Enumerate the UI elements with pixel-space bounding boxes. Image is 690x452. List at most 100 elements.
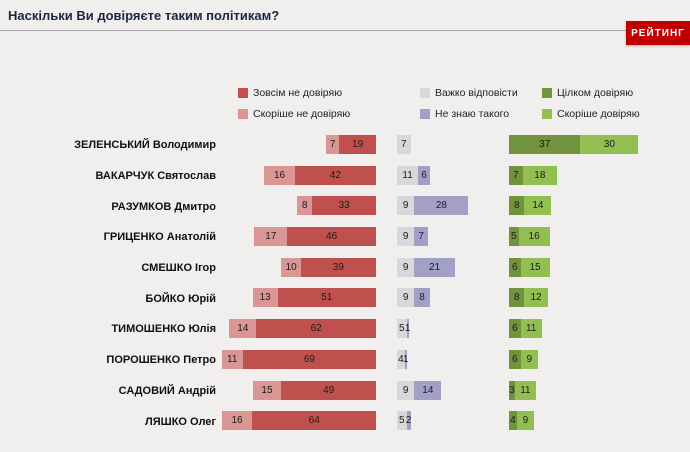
bar-value: 42 <box>329 169 342 181</box>
bar-value: 14 <box>422 384 434 396</box>
politician-name: ЗЕЛЕНСЬКИЙ Володимир <box>74 139 216 152</box>
bar-value: 11 <box>525 323 537 335</box>
rating-group-logo: РЕЙТИНГ <box>626 21 690 45</box>
bar-segment: 17 <box>254 227 288 247</box>
bar-segment: 62 <box>256 319 376 339</box>
bar-value: 8 <box>513 292 520 304</box>
chart-title: Наскільки Ви довіряєте таким політикам? <box>8 8 280 23</box>
bar-value: 9 <box>402 292 409 304</box>
trust-bar: 8 14 <box>509 196 649 216</box>
bar-segment: 8 <box>296 196 313 216</box>
legend-item: Цілком довіряю <box>542 87 682 99</box>
bar-value: 15 <box>261 384 273 396</box>
politician-name: ТИМОШЕНКО Юлія <box>111 323 216 336</box>
chart-row: СМЕШКО Ігор 10 39 9 21 6 15 <box>0 253 690 284</box>
distrust-bar: 15 49 <box>221 380 376 400</box>
bar-value: 64 <box>308 415 320 427</box>
chart-row: ЗЕЛЕНСЬКИЙ Володимир 7 19 7 37 30 <box>0 130 690 161</box>
bar-segment: 21 <box>414 257 455 277</box>
bar-value: 16 <box>273 169 286 181</box>
bar-segment: 69 <box>242 349 376 369</box>
legend-item: Зовсім не довіряю <box>238 87 420 99</box>
bar-segment: 64 <box>252 411 376 431</box>
bar-value: 9 <box>402 200 409 212</box>
bar-segment: 30 <box>580 135 639 154</box>
bar-segment: 6 <box>509 319 521 339</box>
bar-segment: 46 <box>287 227 376 247</box>
bar-value: 8 <box>301 200 308 212</box>
politician-name: БОЙКО Юрій <box>145 292 216 305</box>
distrust-bar: 13 51 <box>221 288 376 308</box>
bar-segment: 11 <box>397 165 419 185</box>
bar-value: 14 <box>237 323 249 335</box>
bar-value: 46 <box>326 231 338 243</box>
bar-value: 14 <box>532 200 544 212</box>
legend-swatch <box>420 87 430 98</box>
bar-segment: 4 <box>509 411 517 431</box>
bar-value: 28 <box>435 200 447 212</box>
bar-value: 13 <box>259 292 271 304</box>
bar-value: 17 <box>265 231 277 243</box>
bar-segment: 1 <box>405 319 410 339</box>
trust-bar: 8 12 <box>509 288 649 308</box>
bar-value: 18 <box>534 169 546 181</box>
legend-swatch <box>542 87 552 98</box>
legend-swatch <box>420 108 430 119</box>
bar-segment: 7 <box>414 227 428 247</box>
neutral-bar: 9 21 <box>397 257 503 277</box>
distrust-bar: 16 64 <box>221 411 376 431</box>
bar-segment: 6 <box>509 257 521 277</box>
bar-segment: 6 <box>418 165 430 185</box>
bar-segment: 12 <box>524 288 548 308</box>
bar-segment: 8 <box>509 288 525 308</box>
bar-value: 6 <box>512 261 518 273</box>
bar-segment: 9 <box>516 411 535 431</box>
chart-row: БОЙКО Юрій 13 51 9 8 8 12 <box>0 283 690 314</box>
legend-swatch <box>238 108 248 119</box>
neutral-bar: 11 6 <box>397 165 503 185</box>
bar-value: 8 <box>419 292 425 304</box>
bar-segment: 42 <box>294 165 376 185</box>
bar-value: 11 <box>402 169 413 181</box>
bar-segment: 16 <box>221 411 253 431</box>
neutral-bar: 7 <box>397 135 503 154</box>
bar-value: 5 <box>511 231 517 243</box>
legend-label: Скоріше не довіряю <box>253 107 351 120</box>
bar-value: 7 <box>329 139 336 150</box>
distrust-bar: 8 33 <box>221 196 376 216</box>
bar-value: 30 <box>603 139 615 150</box>
bar-value: 5 <box>399 323 405 335</box>
bar-segment: 7 <box>325 135 340 154</box>
bar-segment: 3 <box>509 380 515 400</box>
bar-value: 8 <box>513 200 520 212</box>
bar-value: 3 <box>509 384 515 396</box>
bar-segment: 9 <box>397 380 415 400</box>
header-divider <box>0 30 690 31</box>
bar-value: 4 <box>510 415 516 427</box>
bar-value: 7 <box>400 139 407 150</box>
bar-value: 37 <box>539 139 551 150</box>
legend-item: Важко відповісти <box>420 87 542 99</box>
bar-segment: 11 <box>514 380 536 400</box>
bar-segment: 15 <box>252 380 282 400</box>
trust-bar: 6 15 <box>509 257 649 277</box>
bar-segment: 49 <box>281 380 376 400</box>
distrust-bar: 14 62 <box>221 319 376 339</box>
bar-segment: 28 <box>414 196 469 216</box>
bar-segment: 6 <box>509 349 521 369</box>
politician-name: ГРИЦЕНКО Анатолій <box>103 231 216 244</box>
neutral-bar: 9 14 <box>397 380 503 400</box>
legend-label: Скоріше довіряю <box>557 107 640 120</box>
bar-segment: 10 <box>281 257 301 277</box>
bar-value: 12 <box>530 292 542 304</box>
bar-value: 11 <box>520 384 531 396</box>
bar-segment: 15 <box>520 257 550 277</box>
chart-row: ТИМОШЕНКО Юлія 14 62 5 1 6 11 <box>0 314 690 345</box>
bar-segment: 11 <box>221 349 243 369</box>
bar-segment: 9 <box>397 196 415 216</box>
chart-row: ПОРОШЕНКО Петро 11 69 4 1 6 9 <box>0 345 690 376</box>
bar-segment: 14 <box>414 380 442 400</box>
distrust-bar: 7 19 <box>221 135 376 154</box>
